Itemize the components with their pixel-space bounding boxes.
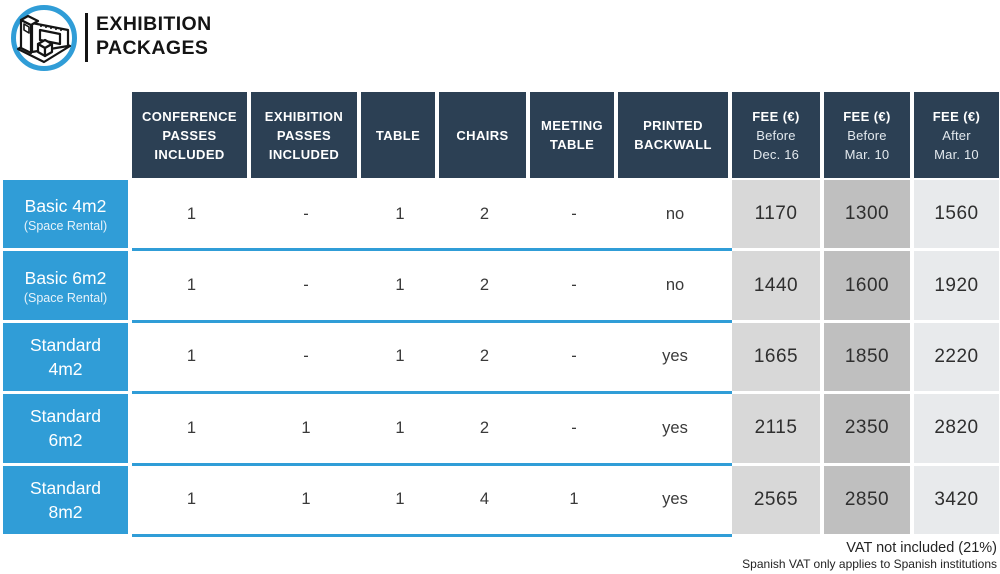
cell-table: 1 — [361, 251, 439, 323]
cell-fee-before-mar10: 1600 — [824, 251, 914, 323]
row-header-basic-4m2: Basic 4m2 (Space Rental) — [3, 180, 132, 252]
row-sublabel: (Space Rental) — [23, 219, 108, 234]
cell-fee-before-dec16: 2115 — [732, 394, 824, 466]
cell-chairs: 2 — [439, 322, 530, 395]
row-header-standard-6m2: Standard 6m2 — [3, 394, 132, 466]
cell-table: 1 — [361, 465, 439, 537]
cell-printed-backwall: yes — [618, 465, 732, 537]
column-header-fee-before-mar10: FEE (€) Before Mar. 10 — [824, 92, 914, 180]
cell-meeting-table: - — [530, 322, 618, 395]
cell-conference-passes: 1 — [132, 394, 251, 466]
cell-fee-before-mar10: 2350 — [824, 394, 914, 466]
cell-conference-passes: 1 — [132, 465, 251, 537]
cell-fee-after-mar10: 2220 — [914, 322, 999, 395]
column-header-subline: After — [942, 127, 971, 143]
cell-meeting-table: - — [530, 394, 618, 466]
cell-table: 1 — [361, 394, 439, 466]
column-header-subline: Dec. 16 — [752, 146, 800, 162]
vat-note: VAT not included (21%) Spanish VAT only … — [742, 540, 997, 572]
row-label: 4m2 — [48, 358, 83, 379]
column-header-subline: Mar. 10 — [934, 146, 979, 162]
cell-fee-before-mar10: 2850 — [824, 465, 914, 537]
cell-fee-before-dec16: 1440 — [732, 251, 824, 323]
column-header-label: FEE (€) — [932, 108, 981, 124]
row-sublabel: (Space Rental) — [23, 290, 108, 305]
row-label: Basic 4m2 — [24, 196, 107, 217]
cell-fee-after-mar10: 3420 — [914, 465, 999, 537]
cell-chairs: 4 — [439, 465, 530, 537]
cell-meeting-table: - — [530, 180, 618, 252]
cell-exhibition-passes: - — [251, 322, 361, 395]
exhibition-packages-table: CONFERENCE PASSES INCLUDED EXHIBITION PA… — [3, 92, 999, 537]
vat-note-line2: Spanish VAT only applies to Spanish inst… — [742, 557, 997, 571]
row-header-standard-8m2: Standard 8m2 — [3, 465, 132, 537]
title-divider — [85, 13, 88, 62]
column-header-fee-before-dec16: FEE (€) Before Dec. 16 — [732, 92, 824, 180]
cell-table: 1 — [361, 180, 439, 252]
page-title-line2: PACKAGES — [96, 37, 209, 59]
column-header-label: MEETING TABLE — [540, 118, 604, 152]
column-header-subline: Before — [847, 127, 887, 143]
row-label: Standard — [29, 477, 102, 498]
column-header-label: CONFERENCE PASSES INCLUDED — [141, 108, 237, 162]
cell-chairs: 2 — [439, 394, 530, 466]
column-header-fee-after-mar10: FEE (€) After Mar. 10 — [914, 92, 999, 180]
exhibition-booth-icon — [10, 4, 78, 72]
row-header-standard-4m2: Standard 4m2 — [3, 322, 132, 395]
page-title: EXHIBITION PACKAGES — [96, 12, 212, 60]
page-title-line1: EXHIBITION — [96, 13, 212, 35]
cell-exhibition-passes: - — [251, 251, 361, 323]
cell-printed-backwall: no — [618, 180, 732, 252]
column-header-label: CHAIRS — [456, 127, 509, 143]
column-header-exhibition-passes: EXHIBITION PASSES INCLUDED — [251, 92, 361, 180]
cell-chairs: 2 — [439, 180, 530, 252]
cell-conference-passes: 1 — [132, 251, 251, 323]
cell-fee-after-mar10: 1560 — [914, 180, 999, 252]
cell-fee-before-dec16: 1665 — [732, 322, 824, 395]
row-label: Standard — [29, 334, 102, 355]
column-header-meeting-table: MEETING TABLE — [530, 92, 618, 180]
cell-meeting-table: 1 — [530, 465, 618, 537]
column-header-conference-passes: CONFERENCE PASSES INCLUDED — [132, 92, 251, 180]
cell-meeting-table: - — [530, 251, 618, 323]
cell-exhibition-passes: - — [251, 180, 361, 252]
column-header-printed-backwall: PRINTED BACKWALL — [618, 92, 732, 180]
table-corner-spacer — [3, 92, 132, 180]
cell-printed-backwall: no — [618, 251, 732, 323]
cell-conference-passes: 1 — [132, 322, 251, 395]
cell-chairs: 2 — [439, 251, 530, 323]
column-header-table: TABLE — [361, 92, 439, 180]
column-header-label: TABLE — [375, 127, 421, 143]
cell-fee-after-mar10: 1920 — [914, 251, 999, 323]
cell-fee-before-mar10: 1300 — [824, 180, 914, 252]
column-header-subline: Mar. 10 — [844, 146, 890, 162]
column-header-chairs: CHAIRS — [439, 92, 530, 180]
cell-fee-before-mar10: 1850 — [824, 322, 914, 395]
cell-exhibition-passes: 1 — [251, 465, 361, 537]
row-label: Basic 6m2 — [24, 267, 107, 288]
cell-printed-backwall: yes — [618, 322, 732, 395]
cell-fee-after-mar10: 2820 — [914, 394, 999, 466]
cell-fee-before-dec16: 2565 — [732, 465, 824, 537]
column-header-label: FEE (€) — [843, 108, 891, 124]
vat-note-line1: VAT not included (21%) — [846, 540, 997, 556]
column-header-label: PRINTED BACKWALL — [634, 118, 712, 152]
cell-conference-passes: 1 — [132, 180, 251, 252]
cell-exhibition-passes: 1 — [251, 394, 361, 466]
column-header-label: EXHIBITION PASSES INCLUDED — [264, 108, 344, 162]
cell-printed-backwall: yes — [618, 394, 732, 466]
row-label: 6m2 — [48, 430, 83, 451]
row-header-basic-6m2: Basic 6m2 (Space Rental) — [3, 251, 132, 323]
column-header-subline: Before — [756, 127, 796, 143]
row-label: 8m2 — [48, 501, 83, 522]
cell-fee-before-dec16: 1170 — [732, 180, 824, 252]
column-header-label: FEE (€) — [752, 108, 800, 124]
cell-table: 1 — [361, 322, 439, 395]
row-label: Standard — [29, 406, 102, 427]
